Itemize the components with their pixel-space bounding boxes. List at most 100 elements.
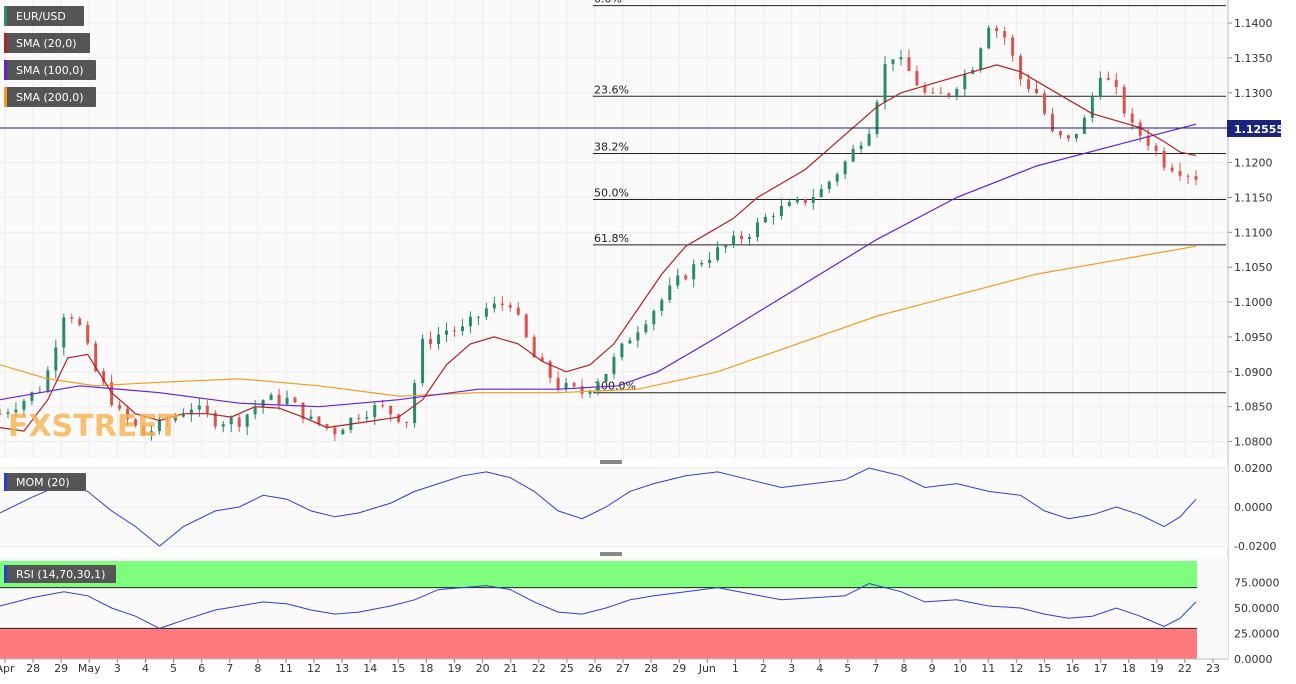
rsi-legend-tag[interactable]: RSI (14,70,30,1): [4, 565, 116, 583]
legend-label: EUR/USD: [16, 10, 66, 23]
rsi-panel: 75.0000 50.0000 25.0000 0.0000 RSI (14,70,3…: [0, 557, 1280, 666]
time-tick-label: 22: [1178, 662, 1192, 675]
candle-body: [253, 407, 257, 415]
legend-item-sma200[interactable]: SMA (200,0): [4, 87, 96, 107]
candle-body: [500, 303, 504, 306]
panel-resize-handle-2[interactable]: [600, 552, 622, 556]
candle-body: [508, 305, 512, 308]
time-tick-label: 29: [54, 662, 68, 675]
candle-body: [556, 377, 560, 390]
candle-body: [819, 189, 823, 198]
time-tick-label: 5: [170, 662, 177, 675]
fib-level-label: 23.6%: [594, 83, 629, 96]
momentum-line: [0, 467, 1197, 547]
legend-item-price[interactable]: EUR/USD: [4, 6, 84, 26]
time-tick-label: 28: [26, 662, 40, 675]
time-tick-label: 8: [254, 662, 261, 675]
candle-body: [612, 357, 616, 374]
candle-body: [70, 317, 74, 319]
price-tick-label: 1.1000: [1234, 296, 1273, 309]
candle-body: [859, 145, 863, 149]
momentum-series: [0, 467, 1197, 547]
legend-color-swatch: [4, 33, 7, 53]
candle-body: [237, 417, 241, 427]
rsi-axis: 75.0000 50.0000 25.0000 0.0000: [1234, 577, 1280, 667]
candle-body: [915, 70, 919, 86]
candle-body: [86, 325, 90, 344]
legend-item-sma20[interactable]: SMA (20,0): [4, 33, 90, 53]
candle-body: [931, 92, 935, 94]
candle-body: [692, 264, 696, 280]
momentum-label: MOM (20): [16, 476, 70, 489]
candle-body: [867, 133, 871, 146]
candle-body: [564, 382, 568, 390]
candle-body: [779, 205, 783, 216]
time-tick-label: 3: [788, 662, 795, 675]
candle-body: [46, 370, 50, 392]
candle-body: [0, 413, 2, 415]
momentum-tick-label: 0.0200: [1234, 462, 1273, 475]
time-tick-label: 1: [732, 662, 739, 675]
candle-body: [397, 414, 401, 422]
candle-body: [716, 247, 720, 260]
candle-body: [229, 417, 233, 425]
time-tick-label: 19: [1150, 662, 1164, 675]
candle-body: [532, 337, 536, 358]
time-tick-label: 10: [953, 662, 967, 675]
candle-body: [1003, 31, 1007, 38]
candle-body: [1154, 145, 1158, 151]
rsi-label: RSI (14,70,30,1): [16, 568, 105, 581]
time-tick-label: 20: [476, 662, 490, 675]
candle-body: [763, 216, 767, 223]
time-tick-label: 27: [616, 662, 630, 675]
candle-body: [787, 202, 791, 206]
candle-body: [1170, 167, 1174, 172]
candle-body: [165, 419, 169, 421]
time-tick-label: 15: [391, 662, 405, 675]
watermark-logo: FXSTREET: [8, 409, 179, 444]
main-panel: 0.0%23.6%38.2%50.0%61.8%100.0% FXSTREET …: [0, 0, 1281, 660]
indicator-legend[interactable]: EUR/USD SMA (20,0) SMA (100,0) SMA (200,0): [4, 6, 96, 107]
time-tick-label: 29: [672, 662, 686, 675]
candle-body: [660, 299, 664, 311]
candle-body: [516, 307, 520, 315]
sma200-line: [0, 245, 1197, 397]
price-tick-label: 1.0800: [1234, 436, 1273, 449]
candle-body: [747, 237, 751, 240]
candle-body: [1050, 113, 1054, 132]
price-tick-label: 1.0900: [1234, 366, 1273, 379]
price-tick-label: 1.1100: [1234, 226, 1273, 239]
candle-body: [413, 383, 417, 424]
price-tick-label: 1.1350: [1234, 52, 1273, 65]
time-tick-label: 16: [1066, 662, 1080, 675]
momentum-legend-tag[interactable]: MOM (20): [4, 473, 86, 491]
candle-body: [620, 343, 624, 358]
candle-body: [325, 424, 329, 428]
legend-item-sma100[interactable]: SMA (100,0): [4, 60, 96, 80]
price-axis: 1.0800 1.0850 1.0900 1.0950 1.1000 1.1050 1.11…: [1227, 0, 1273, 660]
price-tick-label: 1.1400: [1234, 17, 1273, 30]
rsi-oversold-zone: [0, 628, 1197, 659]
price-tick-label: 1.0850: [1234, 401, 1273, 414]
candle-body: [205, 405, 209, 413]
price-tick-label: 1.1150: [1234, 191, 1273, 204]
time-axis: Apr2829May345678111213141518192021222526…: [0, 658, 1228, 675]
candle-body: [221, 424, 225, 427]
rsi-series: [0, 582, 1197, 629]
time-tick-label: 23: [1206, 662, 1220, 675]
candle-body: [979, 48, 983, 71]
candle-body: [452, 330, 456, 332]
candle-body: [22, 400, 26, 410]
candle-body: [149, 431, 153, 436]
candle-body: [923, 85, 927, 93]
candle-body: [173, 416, 177, 421]
panel-resize-handle-1[interactable]: [600, 460, 622, 464]
sma100-line: [0, 123, 1197, 408]
time-tick-label: 12: [1009, 662, 1023, 675]
candle-body: [1035, 88, 1039, 94]
candle-body: [604, 373, 608, 382]
candle-body: [1019, 55, 1023, 80]
candle-body: [1090, 96, 1094, 118]
candle-body: [484, 308, 488, 317]
candle-body: [1082, 117, 1086, 134]
